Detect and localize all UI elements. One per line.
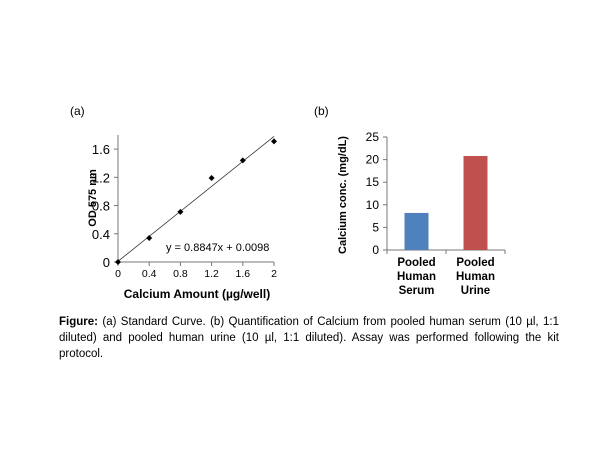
b-y-tick-label: 20 (366, 153, 380, 167)
b-y-tick-label: 0 (372, 243, 379, 257)
a-data-point (271, 138, 277, 145)
b-y-axis-title: Calcium conc. (mg/dL) (337, 136, 349, 254)
a-data-point (115, 259, 121, 265)
b-y-tick-label: 10 (366, 198, 380, 212)
caption-text: (a) Standard Curve. (b) Quantification o… (59, 316, 559, 360)
a-y-tick-label: 1.2 (92, 170, 110, 185)
a-trend-equation: y = 0.8847x + 0.0098 (166, 242, 269, 254)
a-x-tick-label: 1.6 (235, 268, 250, 280)
b-category-label: Pooled (456, 257, 494, 269)
a-y-tick-label: 0.8 (92, 199, 110, 214)
b-bar (404, 212, 429, 250)
a-x-tick-label: 2 (271, 268, 277, 280)
b-category-label: Pooled (397, 257, 435, 269)
a-y-axis-title: OD 575 nm (87, 169, 99, 227)
b-category-label: Human (456, 271, 495, 283)
a-data-point (146, 235, 153, 242)
b-y-tick-label: 25 (366, 130, 380, 144)
panel-a-label: (a) (70, 104, 85, 118)
figure-caption: Figure: (a) Standard Curve. (b) Quantifi… (59, 314, 559, 362)
a-y-tick-label: 1.6 (92, 142, 110, 157)
a-trendline (117, 136, 275, 262)
a-x-tick-label: 0.8 (173, 268, 188, 280)
a-data-point (208, 175, 215, 182)
a-x-axis-title: Calcium Amount (µg/well) (124, 287, 270, 301)
b-category-label: Urine (461, 285, 490, 297)
b-category-label: Human (397, 271, 436, 283)
caption-prefix: Figure: (59, 316, 98, 328)
a-data-point (177, 208, 184, 215)
a-y-tick-label: 0 (103, 255, 110, 270)
a-y-tick-label: 0.4 (92, 227, 110, 242)
b-y-tick-label: 15 (366, 175, 380, 189)
a-x-tick-label: 0.4 (142, 268, 157, 280)
a-data-point (239, 157, 246, 164)
b-y-tick-label: 5 (372, 220, 379, 234)
b-bar (463, 155, 488, 250)
a-x-tick-label: 1.2 (204, 268, 219, 280)
a-x-tick-label: 0 (115, 268, 121, 280)
panel-b-label: (b) (314, 104, 329, 118)
b-category-label: Serum (399, 285, 435, 297)
